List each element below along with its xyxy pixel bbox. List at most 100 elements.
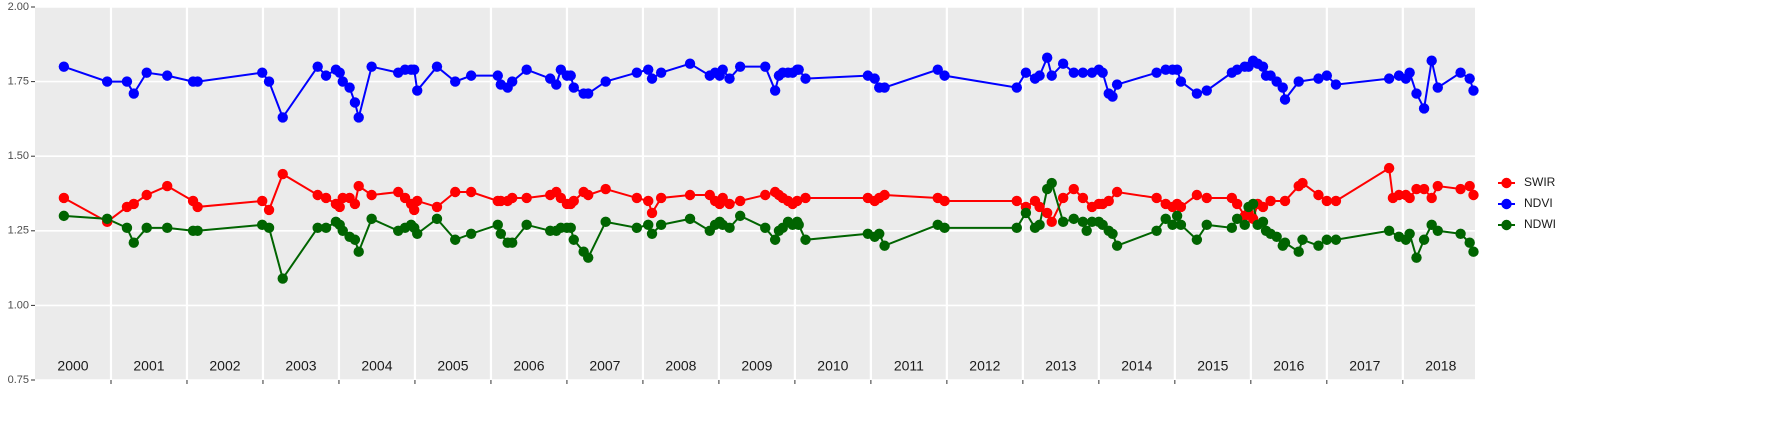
year-label: 2016 [1273,358,1304,374]
data-point [1175,219,1187,231]
data-point [344,82,355,93]
data-point [412,85,423,96]
data-point [1418,183,1430,195]
year-label: 2005 [437,358,468,374]
data-point [1330,79,1342,90]
data-point [1426,192,1437,204]
data-point [600,183,611,195]
data-point [1404,67,1415,78]
data-point [412,228,423,239]
data-point [507,192,518,204]
data-point [1411,252,1422,263]
y-tick-label: 1.50 [8,150,29,162]
data-point [800,73,811,84]
data-point [431,61,443,72]
data-point [643,64,654,75]
data-point [869,73,880,84]
data-point [1418,103,1430,114]
data-point [1175,76,1187,87]
data-point [655,192,667,204]
data-point [465,70,477,81]
year-label: 2006 [513,358,544,374]
data-point [631,67,643,78]
data-point [507,76,518,87]
data-point [312,189,323,201]
data-point [277,273,288,284]
data-point [521,64,532,75]
year-label: 2010 [817,358,848,374]
data-point [1265,195,1276,207]
data-point [58,192,70,204]
data-point [1151,67,1162,78]
data-point [1468,246,1479,257]
data-point [101,213,113,225]
data-point [1231,198,1243,210]
y-tick-label: 1.25 [8,225,29,237]
data-point [1107,228,1118,239]
data-point [121,76,133,87]
data-point [521,192,532,204]
legend-label: SWIR [1524,175,1556,189]
data-point [760,222,771,234]
year-label: 2007 [589,358,620,374]
data-point [879,189,890,201]
data-point [1313,240,1324,251]
data-point [1404,228,1415,239]
data-point [760,189,771,201]
data-point [257,195,268,207]
data-point [1383,225,1395,236]
data-point [1097,67,1108,78]
data-point [312,61,323,72]
data-point [128,198,139,210]
data-point [1151,192,1162,204]
data-point [349,234,361,245]
data-point [939,195,950,207]
data-point [1151,225,1162,236]
data-point [1057,58,1069,69]
data-point [1455,183,1466,195]
data-point [724,222,735,234]
data-point [1160,213,1171,225]
data-point [1239,219,1250,231]
data-point [1321,195,1333,207]
data-point [521,219,532,231]
data-point [1455,67,1466,78]
data-point [643,195,654,207]
year-label: 2012 [969,358,1000,374]
data-point [431,201,443,213]
data-point [1034,201,1045,213]
data-point [793,64,804,75]
data-point [646,73,658,84]
data-point [257,67,268,78]
y-tick-label: 2.00 [8,1,29,13]
data-point [1432,82,1443,93]
data-point [1464,237,1475,248]
data-point [263,76,275,87]
data-point [1297,177,1308,189]
data-point [408,64,420,75]
data-point [1277,82,1288,93]
data-point [1247,198,1259,210]
data-point [192,76,203,87]
data-point [1068,183,1079,195]
data-point [1111,186,1123,198]
y-tick-label: 0.75 [8,374,29,386]
data-point [1167,219,1178,231]
data-point [879,240,890,251]
data-point [643,219,654,231]
data-point [565,70,576,81]
data-point [1330,195,1342,207]
data-point [1046,70,1057,81]
data-point [760,61,771,72]
data-point [717,192,728,204]
data-point [655,67,667,78]
data-point [1321,234,1333,245]
data-point [320,192,332,204]
data-point [1313,73,1324,84]
data-point [1191,234,1203,245]
data-point [1057,216,1069,228]
data-point [192,201,203,213]
data-point [769,85,781,96]
